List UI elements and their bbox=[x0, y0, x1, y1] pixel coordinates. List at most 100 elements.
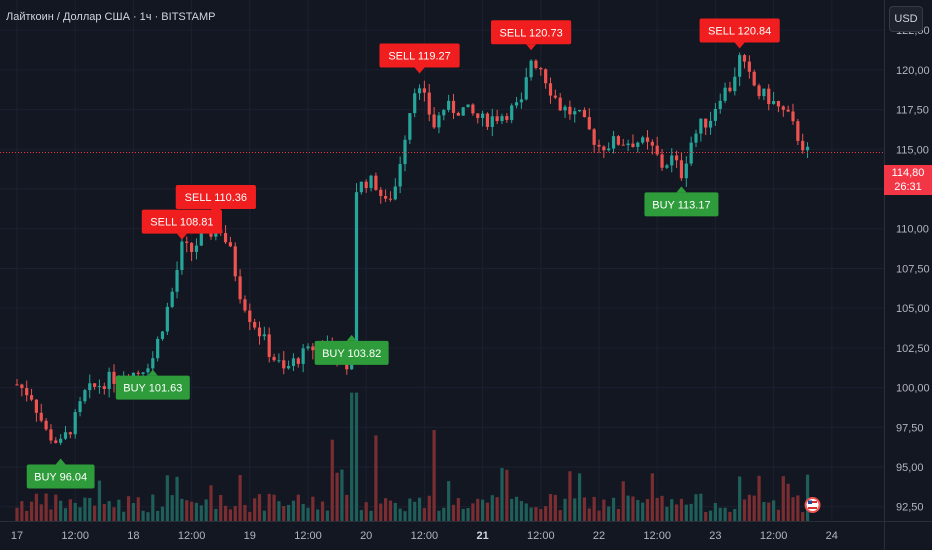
volume-bar bbox=[791, 497, 795, 521]
volume-bar bbox=[272, 494, 276, 521]
candle-body bbox=[665, 165, 669, 168]
candle-body bbox=[427, 92, 431, 115]
candle-body bbox=[485, 113, 490, 127]
time-axis-label: 12:00 bbox=[61, 530, 89, 542]
candle-body bbox=[704, 118, 708, 128]
volume-bar bbox=[320, 501, 325, 521]
candle-body bbox=[34, 399, 38, 413]
volume-bar bbox=[738, 476, 742, 521]
candle-body bbox=[471, 104, 475, 114]
buy-signal-label bbox=[115, 375, 190, 400]
volume-bar bbox=[553, 494, 557, 521]
candle-body bbox=[592, 129, 596, 145]
volume-bar bbox=[752, 495, 756, 521]
volume-bar bbox=[335, 472, 339, 521]
volume-bar bbox=[49, 509, 53, 521]
candle-body bbox=[524, 77, 528, 100]
price-axis-label: 92,50 bbox=[896, 502, 924, 514]
volume-bar bbox=[631, 496, 635, 521]
candle-body bbox=[791, 111, 795, 122]
candle-body bbox=[88, 383, 92, 391]
volume-bar bbox=[607, 506, 611, 521]
volume-bar bbox=[126, 496, 131, 521]
volume-bar bbox=[330, 439, 334, 521]
candle-body bbox=[670, 155, 674, 166]
candle-body bbox=[801, 140, 805, 151]
volume-bar bbox=[398, 508, 402, 521]
volume-bar bbox=[495, 497, 499, 521]
volume-bar bbox=[117, 499, 121, 521]
candle-body bbox=[461, 107, 465, 116]
candle-body bbox=[529, 60, 533, 78]
candle-body bbox=[68, 432, 72, 435]
price-axis-label: 110,00 bbox=[896, 224, 929, 236]
volume-bar bbox=[180, 498, 184, 521]
volume-bar bbox=[805, 474, 810, 521]
volume-bar bbox=[733, 509, 737, 521]
time-axis-label: 23 bbox=[709, 530, 721, 542]
volume-bar bbox=[44, 493, 48, 521]
candle-body bbox=[156, 338, 160, 359]
signal-pointer bbox=[210, 209, 221, 216]
volume-bar bbox=[767, 502, 771, 521]
sell-signal-label bbox=[379, 43, 460, 68]
time-axis-label: 20 bbox=[360, 530, 372, 542]
candle-body bbox=[442, 109, 446, 116]
signal-pointer bbox=[414, 67, 425, 74]
candle-body bbox=[742, 55, 747, 62]
volume-bar bbox=[345, 494, 349, 521]
candle-body bbox=[59, 438, 63, 443]
candle-body bbox=[548, 83, 553, 96]
candle-body bbox=[384, 196, 388, 199]
volume-bar bbox=[262, 510, 266, 521]
event-flag-icon[interactable] bbox=[804, 497, 821, 513]
volume-bar bbox=[471, 503, 475, 521]
candle-body bbox=[180, 241, 184, 271]
candle-body bbox=[20, 384, 24, 389]
candle-body bbox=[175, 270, 179, 292]
volume-bar bbox=[364, 502, 368, 521]
candle-body bbox=[388, 198, 393, 200]
candle-body bbox=[112, 371, 116, 384]
volume-bar bbox=[762, 501, 766, 521]
volume-bar bbox=[544, 506, 548, 521]
price-axis-label: 102,50 bbox=[896, 343, 930, 355]
volume-bar bbox=[796, 495, 800, 521]
volume-bar bbox=[88, 497, 92, 521]
volume-bar bbox=[160, 506, 165, 521]
volume-bar bbox=[447, 481, 451, 521]
volume-bar bbox=[238, 474, 242, 521]
volume-bar bbox=[675, 504, 679, 521]
candle-body bbox=[49, 429, 53, 441]
candle-body bbox=[568, 106, 572, 115]
volume-bar bbox=[655, 497, 659, 521]
candle-body bbox=[621, 144, 625, 146]
candle-body bbox=[718, 100, 722, 109]
candle-body bbox=[456, 112, 460, 116]
volume-bar bbox=[287, 504, 291, 521]
candle-body bbox=[636, 142, 640, 147]
price-axis-label: 117,50 bbox=[896, 105, 929, 117]
volume-bar bbox=[63, 508, 68, 521]
candle-body bbox=[733, 76, 737, 92]
volume-bar bbox=[437, 510, 441, 521]
volume-bar bbox=[209, 485, 213, 521]
volume-bar bbox=[626, 495, 630, 521]
volume-bar bbox=[510, 498, 514, 521]
volume-bar bbox=[694, 494, 698, 521]
candle-body bbox=[287, 365, 291, 369]
volume-bar bbox=[175, 476, 179, 521]
currency-button[interactable]: USD bbox=[889, 6, 923, 32]
volume-bar bbox=[568, 471, 572, 521]
volume-bar bbox=[291, 500, 296, 521]
volume-bar bbox=[704, 512, 708, 521]
volume-bar bbox=[369, 510, 373, 521]
candle-body bbox=[272, 356, 276, 361]
candle-body bbox=[655, 145, 659, 155]
price-axis-label: 105,00 bbox=[896, 303, 930, 315]
symbol-title[interactable]: Лайткоин / Доллар США · 1ч · BITSTAMP bbox=[6, 11, 216, 23]
candle-body bbox=[54, 440, 58, 443]
candle-body bbox=[611, 136, 616, 149]
